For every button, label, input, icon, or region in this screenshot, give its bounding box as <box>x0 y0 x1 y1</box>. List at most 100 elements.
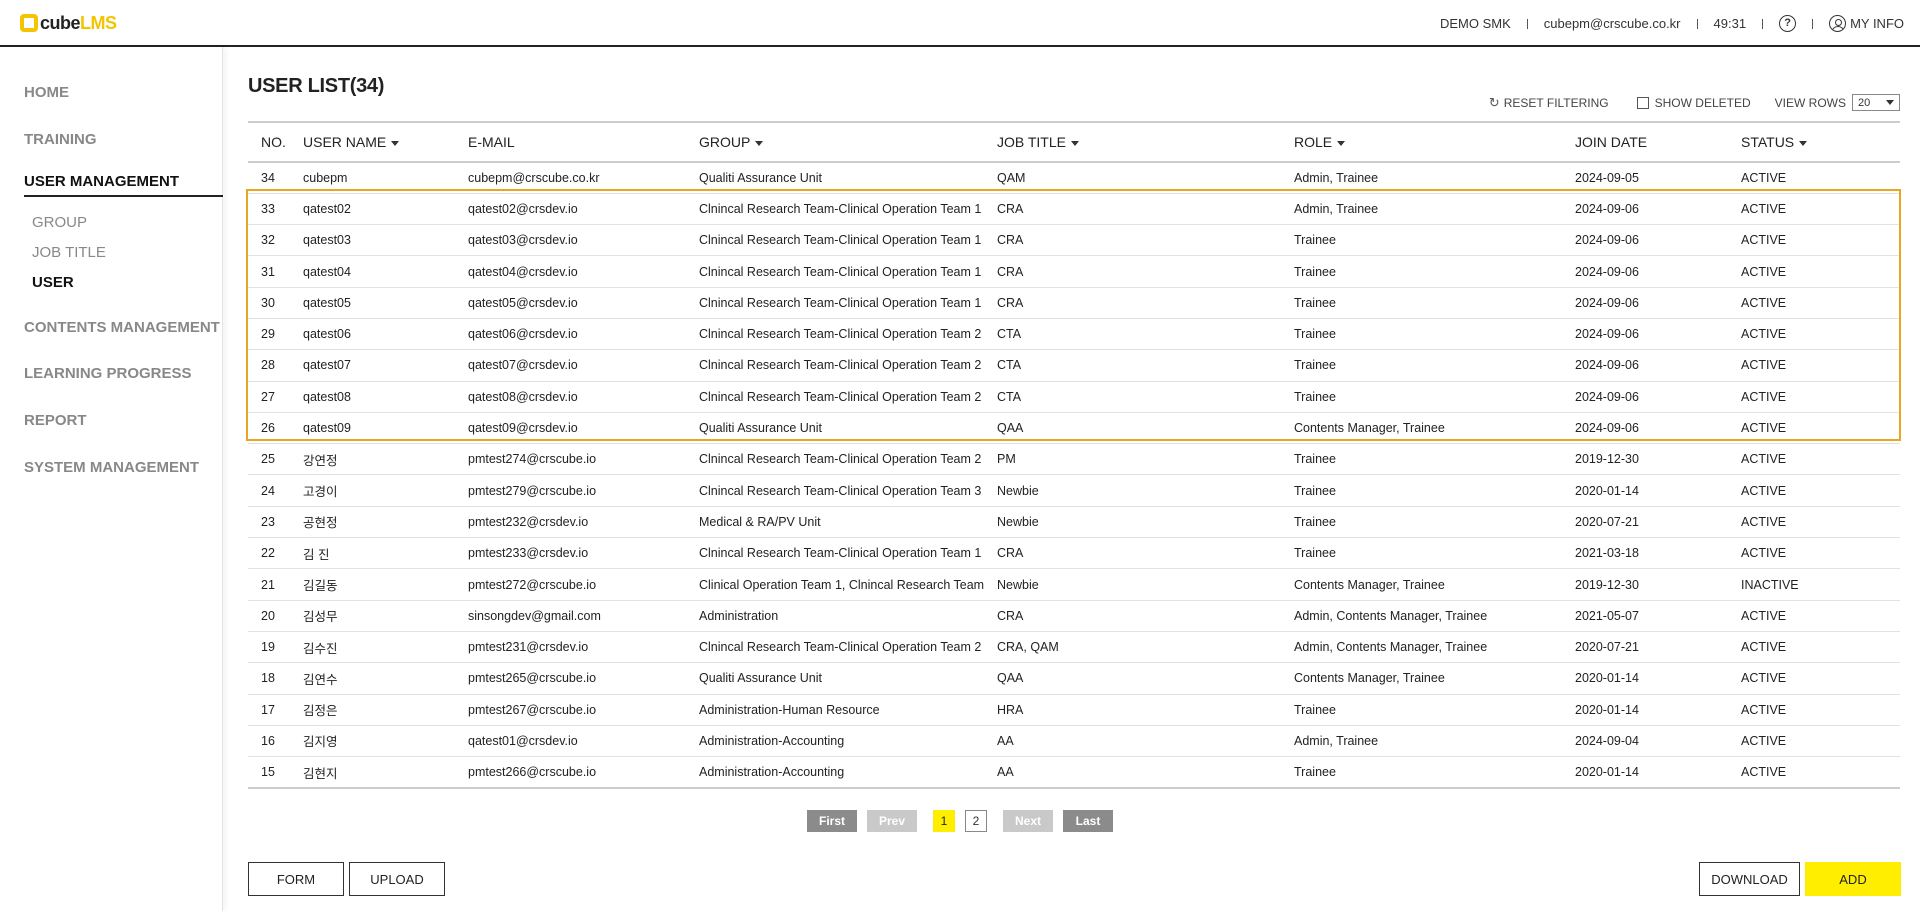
list-toolbar: ↻ RESET FILTERING SHOW DELETED VIEW ROWS… <box>1489 94 1900 111</box>
cell-email: pmtest231@crsdev.io <box>468 640 589 655</box>
table-row[interactable]: 27 qatest08 qatest08@crsdev.io Clnincal Res… <box>248 381 1900 413</box>
cell-user-name[interactable]: 김수진 <box>303 641 338 656</box>
session-timer: 49:31 <box>1713 16 1747 31</box>
cell-user-name[interactable]: qatest06 <box>303 327 351 342</box>
show-deleted-checkbox[interactable] <box>1636 96 1649 109</box>
sidebar-subitem-group[interactable]: GROUP <box>32 214 88 231</box>
cell-user-name[interactable]: 고경이 <box>303 485 338 500</box>
cell-user-name[interactable]: 김연수 <box>303 672 338 687</box>
table-row[interactable]: 18 김연수 pmtest265@crscube.io Qualiti Assuran… <box>248 663 1900 695</box>
column-header-status[interactable]: STATUS <box>1728 122 1900 162</box>
table-row[interactable]: 23 공현정 pmtest232@crsdev.io Medical & RA/PV … <box>248 506 1900 538</box>
logo-square-icon <box>20 14 38 32</box>
sidebar-item-system-management[interactable]: SYSTEM MANAGEMENT <box>24 459 200 476</box>
cell-user-name[interactable]: qatest04 <box>303 264 351 279</box>
sidebar-item-user-management[interactable]: USER MANAGEMENT <box>24 173 180 190</box>
table-row[interactable]: 20 김성무 sinsongdev@gmail.com Administration C… <box>248 600 1900 632</box>
download-button[interactable]: DOWNLOAD <box>1699 862 1800 896</box>
form-button[interactable]: FORM <box>248 862 344 896</box>
view-rows-select[interactable]: 20 <box>1852 94 1900 111</box>
sort-caret-icon[interactable] <box>1070 140 1079 146</box>
cell-user-name[interactable]: qatest03 <box>303 233 351 248</box>
cell-user-name[interactable]: 김성무 <box>303 610 338 625</box>
pagination-last-button[interactable]: Last <box>1063 810 1113 832</box>
cell-no: 22 <box>261 546 275 561</box>
cell-user-name[interactable]: 김길동 <box>303 579 338 593</box>
table-row[interactable]: 29 qatest06 qatest06@crsdev.io Clnincal Res… <box>248 318 1900 350</box>
table-row[interactable]: 33 qatest02 qatest02@crsdev.io Clnincal Res… <box>248 193 1900 225</box>
cell-user-name[interactable]: qatest05 <box>303 295 351 310</box>
column-header-user-name[interactable]: USER NAME <box>290 122 455 162</box>
add-button[interactable]: ADD <box>1805 862 1901 896</box>
column-header-role[interactable]: ROLE <box>1281 122 1562 162</box>
cell-email: pmtest233@crsdev.io <box>468 546 589 561</box>
table-row[interactable]: 17 김정은 pmtest267@crscube.io Administration-… <box>248 694 1900 726</box>
cell-no: 34 <box>261 170 275 185</box>
cell-no: 21 <box>261 577 275 592</box>
table-row[interactable]: 22 김 진 pmtest233@crsdev.io Clnincal Researc… <box>248 538 1900 569</box>
table-row[interactable]: 19 김수진 pmtest231@crsdev.io Clnincal Researc… <box>248 631 1900 663</box>
cell-role: Trainee <box>1294 233 1336 248</box>
pagination-next-button[interactable]: Next <box>1003 810 1053 832</box>
table-row[interactable]: 30 qatest05 qatest05@crsdev.io Clnincal Res… <box>248 287 1900 319</box>
reset-filtering-button[interactable]: ↻ RESET FILTERING <box>1489 95 1609 111</box>
cell-user-name[interactable]: qatest08 <box>303 389 351 404</box>
cell-user-name[interactable]: 김 진 <box>303 547 330 562</box>
cell-join-date: 2024-09-06 <box>1575 201 1639 216</box>
cell-user-name[interactable]: 김정은 <box>303 704 338 719</box>
cell-user-name[interactable]: cubepm <box>303 170 348 185</box>
pagination-page-2[interactable]: 2 <box>965 810 987 832</box>
cell-no: 20 <box>261 608 275 623</box>
sidebar-subitem-job-title[interactable]: JOB TITLE <box>32 244 106 261</box>
column-header-no: NO. <box>261 134 286 150</box>
sort-caret-icon[interactable] <box>391 140 400 146</box>
sort-caret-icon[interactable] <box>1337 140 1346 146</box>
cell-user-name[interactable]: 강연정 <box>303 453 338 468</box>
sidebar-item-training[interactable]: TRAINING <box>24 131 97 148</box>
cell-email: pmtest272@crscube.io <box>468 577 597 592</box>
table-row[interactable]: 25 강연정 pmtest274@crscube.io Clnincal Resear… <box>248 444 1900 475</box>
cell-join-date: 2024-09-06 <box>1575 233 1639 248</box>
cell-user-name[interactable]: qatest07 <box>303 358 351 373</box>
cell-user-name[interactable]: 김현지 <box>303 766 338 781</box>
cell-no: 18 <box>261 671 275 686</box>
cell-user-name[interactable]: 공현정 <box>303 516 338 531</box>
cell-user-name[interactable]: qatest09 <box>303 421 351 436</box>
help-icon[interactable]: ? <box>1779 15 1797 32</box>
cell-job-title: CRA <box>997 264 1024 279</box>
cell-role: Trainee <box>1294 452 1336 467</box>
sidebar-item-contents-management[interactable]: CONTENTS MANAGEMENT <box>24 319 220 336</box>
sidebar-item-learning-progress[interactable]: LEARNING PROGRESS <box>24 365 192 382</box>
my-info-link[interactable]: MY INFO <box>1829 15 1904 32</box>
pagination-first-button[interactable]: First <box>807 810 857 832</box>
cell-role: Admin, Trainee <box>1294 170 1379 185</box>
cell-user-name[interactable]: qatest02 <box>303 201 351 216</box>
table-row[interactable]: 28 qatest07 qatest07@crsdev.io Clnincal Res… <box>248 350 1900 382</box>
table-row[interactable]: 32 qatest03 qatest03@crsdev.io Clnincal Res… <box>248 225 1900 256</box>
cell-no: 15 <box>261 765 275 780</box>
table-row[interactable]: 26 qatest09 qatest09@crsdev.io Qualiti Assu… <box>248 412 1900 444</box>
table-row[interactable]: 15 김현지 pmtest266@crscube.io Administration-… <box>248 757 1900 788</box>
table-row[interactable]: 16 김지영 qatest01@crsdev.io Administration-Ac… <box>248 725 1900 757</box>
table-row[interactable]: 34 cubepm cubepm@crscube.co.kr Qualiti Assu… <box>248 162 1900 194</box>
cell-email: pmtest267@crscube.io <box>468 702 597 717</box>
sidebar-subitem-user[interactable]: USER <box>32 274 74 291</box>
column-header-group[interactable]: GROUP <box>686 122 984 162</box>
column-header-job-title[interactable]: JOB TITLE <box>984 122 1281 162</box>
column-header-join-date: JOIN DATE <box>1575 134 1648 150</box>
upload-button[interactable]: UPLOAD <box>349 862 445 896</box>
sort-caret-icon[interactable] <box>755 140 764 146</box>
show-deleted-toggle[interactable]: SHOW DELETED <box>1636 96 1751 110</box>
table-row[interactable]: 21 김길동 pmtest272@crscube.io Clinical Operat… <box>248 569 1900 601</box>
table-row[interactable]: 24 고경이 pmtest279@crscube.io Clnincal Resear… <box>248 475 1900 507</box>
pagination-prev-button[interactable]: Prev <box>867 810 917 832</box>
sidebar-item-home[interactable]: HOME <box>24 84 69 101</box>
sidebar-item-report[interactable]: REPORT <box>24 412 87 429</box>
cell-group: Qualiti Assurance Unit <box>699 170 822 185</box>
cell-user-name[interactable]: 김지영 <box>303 735 338 750</box>
cell-group: Clinical Operation Team 1, Clnincal Rese… <box>699 577 984 592</box>
pagination-page-1[interactable]: 1 <box>933 810 955 832</box>
sort-caret-icon[interactable] <box>1799 140 1808 146</box>
table-row[interactable]: 31 qatest04 qatest04@crsdev.io Clnincal Res… <box>248 256 1900 288</box>
logo[interactable]: cube LMS <box>20 12 117 34</box>
